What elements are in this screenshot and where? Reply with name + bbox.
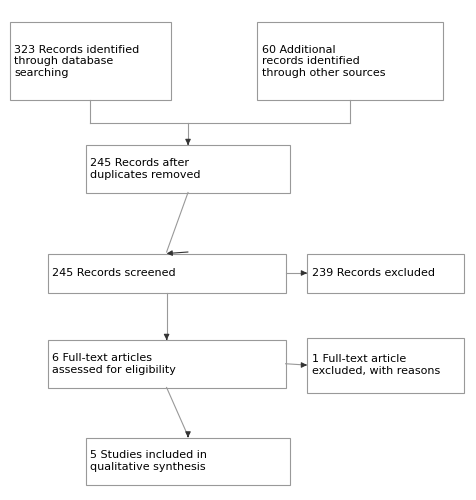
Text: 323 Records identified
through database
searching: 323 Records identified through database … <box>14 44 139 78</box>
FancyBboxPatch shape <box>307 254 464 292</box>
Text: 6 Full-text articles
assessed for eligibility: 6 Full-text articles assessed for eligib… <box>52 353 176 374</box>
FancyBboxPatch shape <box>48 254 286 292</box>
FancyBboxPatch shape <box>10 22 171 100</box>
FancyBboxPatch shape <box>86 145 290 192</box>
Text: 239 Records excluded: 239 Records excluded <box>312 268 435 278</box>
Text: 5 Studies included in
qualitative synthesis: 5 Studies included in qualitative synthe… <box>90 450 208 472</box>
FancyBboxPatch shape <box>257 22 443 100</box>
Text: 1 Full-text article
excluded, with reasons: 1 Full-text article excluded, with reaso… <box>312 354 440 376</box>
FancyBboxPatch shape <box>307 338 464 392</box>
Text: 60 Additional
records identified
through other sources: 60 Additional records identified through… <box>262 44 385 78</box>
FancyBboxPatch shape <box>86 438 290 485</box>
FancyBboxPatch shape <box>48 340 286 388</box>
Text: 245 Records screened: 245 Records screened <box>52 268 176 278</box>
Text: 245 Records after
duplicates removed: 245 Records after duplicates removed <box>90 158 201 180</box>
